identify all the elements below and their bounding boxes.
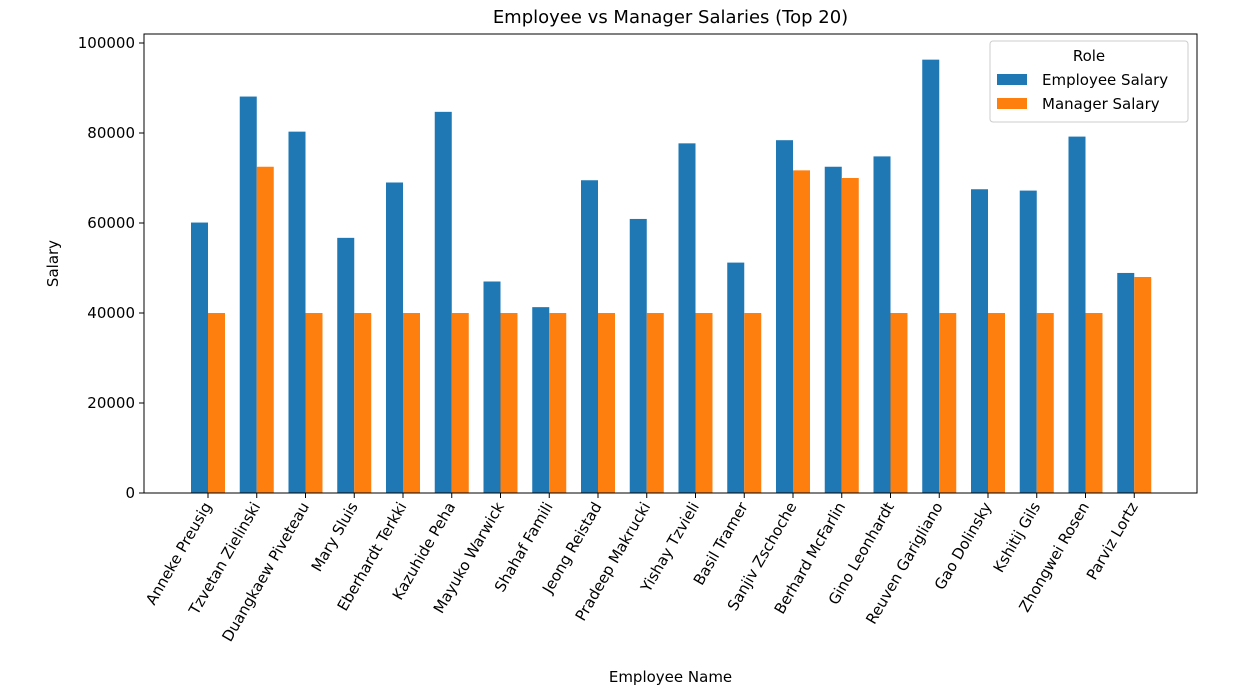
bar-employee-salary-berhard-mcfarlin (824, 166, 842, 493)
legend-label-employee-salary: Employee Salary (1042, 71, 1168, 89)
bar-employee-salary-mary-sluis (337, 237, 355, 493)
bar-employee-salary-tzvetan-zielinski (239, 96, 257, 494)
bar-manager-salary-reuven-garigliano (939, 313, 957, 493)
bar-manager-salary-duangkaew-piveteau (305, 313, 323, 493)
bar-employee-salary-eberhardt-terkki (386, 182, 403, 493)
bar-manager-salary-sanjiv-zschoche (793, 170, 810, 493)
y-tick-label: 0 (125, 484, 135, 502)
bar-manager-salary-zhongwei-rosen (1085, 313, 1103, 493)
legend-swatch-employee-salary (997, 74, 1027, 85)
bar-manager-salary-gino-leonhardt (890, 313, 908, 493)
bar-manager-salary-gao-dolinsky (988, 313, 1005, 493)
y-tick-label: 40000 (87, 304, 135, 322)
y-tick-label: 100000 (78, 34, 135, 52)
bar-manager-salary-kazuhide-peha (451, 313, 469, 493)
bar-manager-salary-basil-tramer (744, 313, 762, 493)
bar-employee-salary-reuven-garigliano (922, 59, 940, 494)
bar-employee-salary-gino-leonhardt (873, 156, 891, 493)
x-tick-label-mary-sluis: Mary Sluis (308, 499, 362, 575)
legend: Role Employee Salary Manager Salary (989, 40, 1189, 123)
bar-employee-salary-shahaf-famili (532, 307, 550, 493)
x-tick-label-kshitij-gils: Kshitij Gils (990, 499, 1045, 576)
bar-manager-salary-parviz-lortz (1134, 277, 1152, 493)
bar-employee-salary-gao-dolinsky (971, 189, 988, 493)
legend-box (989, 40, 1189, 123)
bar-employee-salary-anneke-preusig (191, 222, 208, 494)
bar-employee-salary-yishay-tzvieli (678, 143, 696, 493)
y-axis-title: Salary (44, 240, 62, 287)
bar-manager-salary-eberhardt-terkki (403, 313, 420, 493)
bar-manager-salary-yishay-tzvieli (695, 313, 713, 493)
bar-manager-salary-berhard-mcfarlin (841, 178, 859, 493)
bar-manager-salary-shahaf-famili (549, 313, 567, 493)
bar-employee-salary-mayuko-warwick (483, 281, 501, 493)
bar-employee-salary-duangkaew-piveteau (288, 131, 306, 493)
bar-manager-salary-pradeep-makrucki (646, 313, 664, 493)
bar-manager-salary-jeong-reistad (598, 313, 615, 493)
bar-employee-salary-zhongwei-rosen (1068, 136, 1086, 493)
x-tick-label-parviz-lortz: Parviz Lortz (1083, 499, 1142, 583)
bar-manager-salary-mary-sluis (354, 313, 372, 493)
bar-employee-salary-kshitij-gils (1019, 190, 1037, 493)
bar-employee-salary-parviz-lortz (1117, 272, 1135, 493)
bar-manager-salary-kshitij-gils (1036, 313, 1054, 493)
x-tick-label-duangkaew-piveteau: Duangkaew Piveteau (218, 499, 313, 645)
legend-label-manager-salary: Manager Salary (1042, 95, 1160, 113)
bar-employee-salary-sanjiv-zschoche (776, 140, 793, 493)
y-tick-label: 80000 (87, 124, 135, 142)
bar-employee-salary-pradeep-makrucki (629, 218, 647, 493)
bar-manager-salary-mayuko-warwick (500, 313, 518, 493)
bar-employee-salary-basil-tramer (727, 262, 745, 493)
legend-title: Role (1073, 47, 1105, 65)
bar-manager-salary-tzvetan-zielinski (256, 166, 274, 493)
x-axis-title: Employee Name (609, 668, 732, 686)
y-tick-label: 20000 (87, 394, 135, 412)
bars-layer (191, 59, 1152, 494)
y-tick-label: 60000 (87, 214, 135, 232)
bar-employee-salary-kazuhide-peha (434, 111, 452, 493)
chart-title: Employee vs Manager Salaries (Top 20) (493, 7, 848, 28)
legend-swatch-manager-salary (997, 98, 1027, 109)
plot-frame (143, 33, 1198, 494)
bar-employee-salary-jeong-reistad (581, 180, 598, 493)
bar-manager-salary-anneke-preusig (208, 313, 225, 493)
